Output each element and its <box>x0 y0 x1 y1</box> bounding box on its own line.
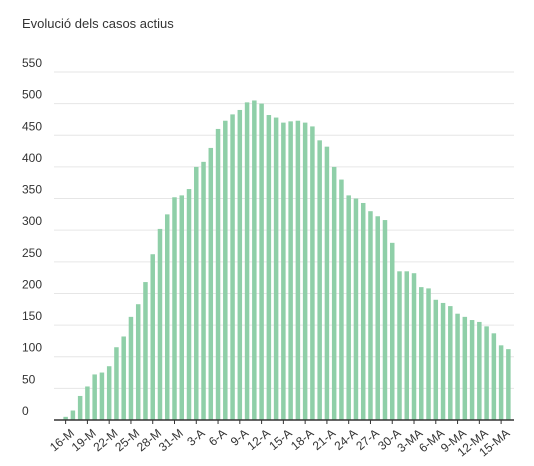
bar <box>252 100 257 421</box>
chart-title: Evolució dels casos actius <box>22 16 174 31</box>
bar <box>266 115 272 420</box>
y-tick-label: 200 <box>22 277 42 291</box>
bar <box>172 197 177 420</box>
bar <box>339 179 344 420</box>
bar <box>259 103 264 421</box>
bar <box>477 321 482 420</box>
bar <box>498 345 504 420</box>
bar <box>215 128 221 421</box>
bar <box>150 254 155 420</box>
x-tick-label: 6-A <box>206 426 229 449</box>
bar <box>92 374 97 420</box>
bar <box>114 347 119 420</box>
y-tick-label: 450 <box>22 119 42 133</box>
bar <box>302 122 308 421</box>
bar <box>63 416 68 420</box>
y-tick-label: 50 <box>22 372 36 386</box>
bar <box>201 161 206 420</box>
y-tick-label: 500 <box>22 88 42 102</box>
y-tick-label: 100 <box>22 341 42 355</box>
x-tick-label: 31-M <box>156 426 186 454</box>
bar <box>353 198 359 420</box>
bar <box>346 195 351 420</box>
bar <box>106 366 112 420</box>
bar <box>433 299 439 420</box>
bar <box>244 102 250 420</box>
bar <box>273 117 279 420</box>
bar <box>491 333 497 420</box>
bar <box>331 166 337 420</box>
y-tick-label: 350 <box>22 183 42 197</box>
bar <box>85 386 90 420</box>
bar <box>157 228 163 420</box>
bar <box>70 410 76 420</box>
bar <box>455 313 460 420</box>
bar <box>484 326 489 420</box>
bar <box>462 316 468 420</box>
bar <box>194 166 199 420</box>
bar <box>99 372 105 420</box>
bar <box>237 109 243 421</box>
bar <box>281 122 286 421</box>
bar <box>324 146 330 421</box>
bar <box>375 216 380 420</box>
bar <box>382 220 388 420</box>
bar <box>360 202 366 420</box>
y-tick-label: 0 <box>22 404 29 418</box>
bar <box>310 126 315 420</box>
bar <box>506 349 511 420</box>
bar <box>469 320 475 420</box>
bar <box>426 288 431 420</box>
bar <box>186 189 192 420</box>
bar <box>404 271 410 420</box>
bar <box>77 395 83 420</box>
bar <box>164 214 170 420</box>
bar <box>368 211 373 420</box>
bar <box>389 242 395 420</box>
y-tick-label: 300 <box>22 214 42 228</box>
x-tick-label: 3-A <box>184 426 207 449</box>
bar <box>128 316 134 420</box>
y-tick-label: 250 <box>22 246 42 260</box>
bar <box>121 336 126 420</box>
y-tick-label: 150 <box>22 309 42 323</box>
bar <box>288 121 293 421</box>
bar <box>419 287 424 420</box>
bar <box>143 282 148 420</box>
bar <box>411 273 417 420</box>
bar <box>397 271 402 420</box>
bar <box>230 114 235 420</box>
y-tick-label: 550 <box>22 56 42 70</box>
bar <box>295 120 301 420</box>
bar <box>440 302 446 420</box>
bar <box>208 147 214 420</box>
bar <box>317 140 322 421</box>
bar <box>135 304 141 420</box>
y-tick-label: 400 <box>22 151 42 165</box>
bar <box>179 195 185 420</box>
bar <box>448 306 453 420</box>
bar <box>223 120 228 420</box>
